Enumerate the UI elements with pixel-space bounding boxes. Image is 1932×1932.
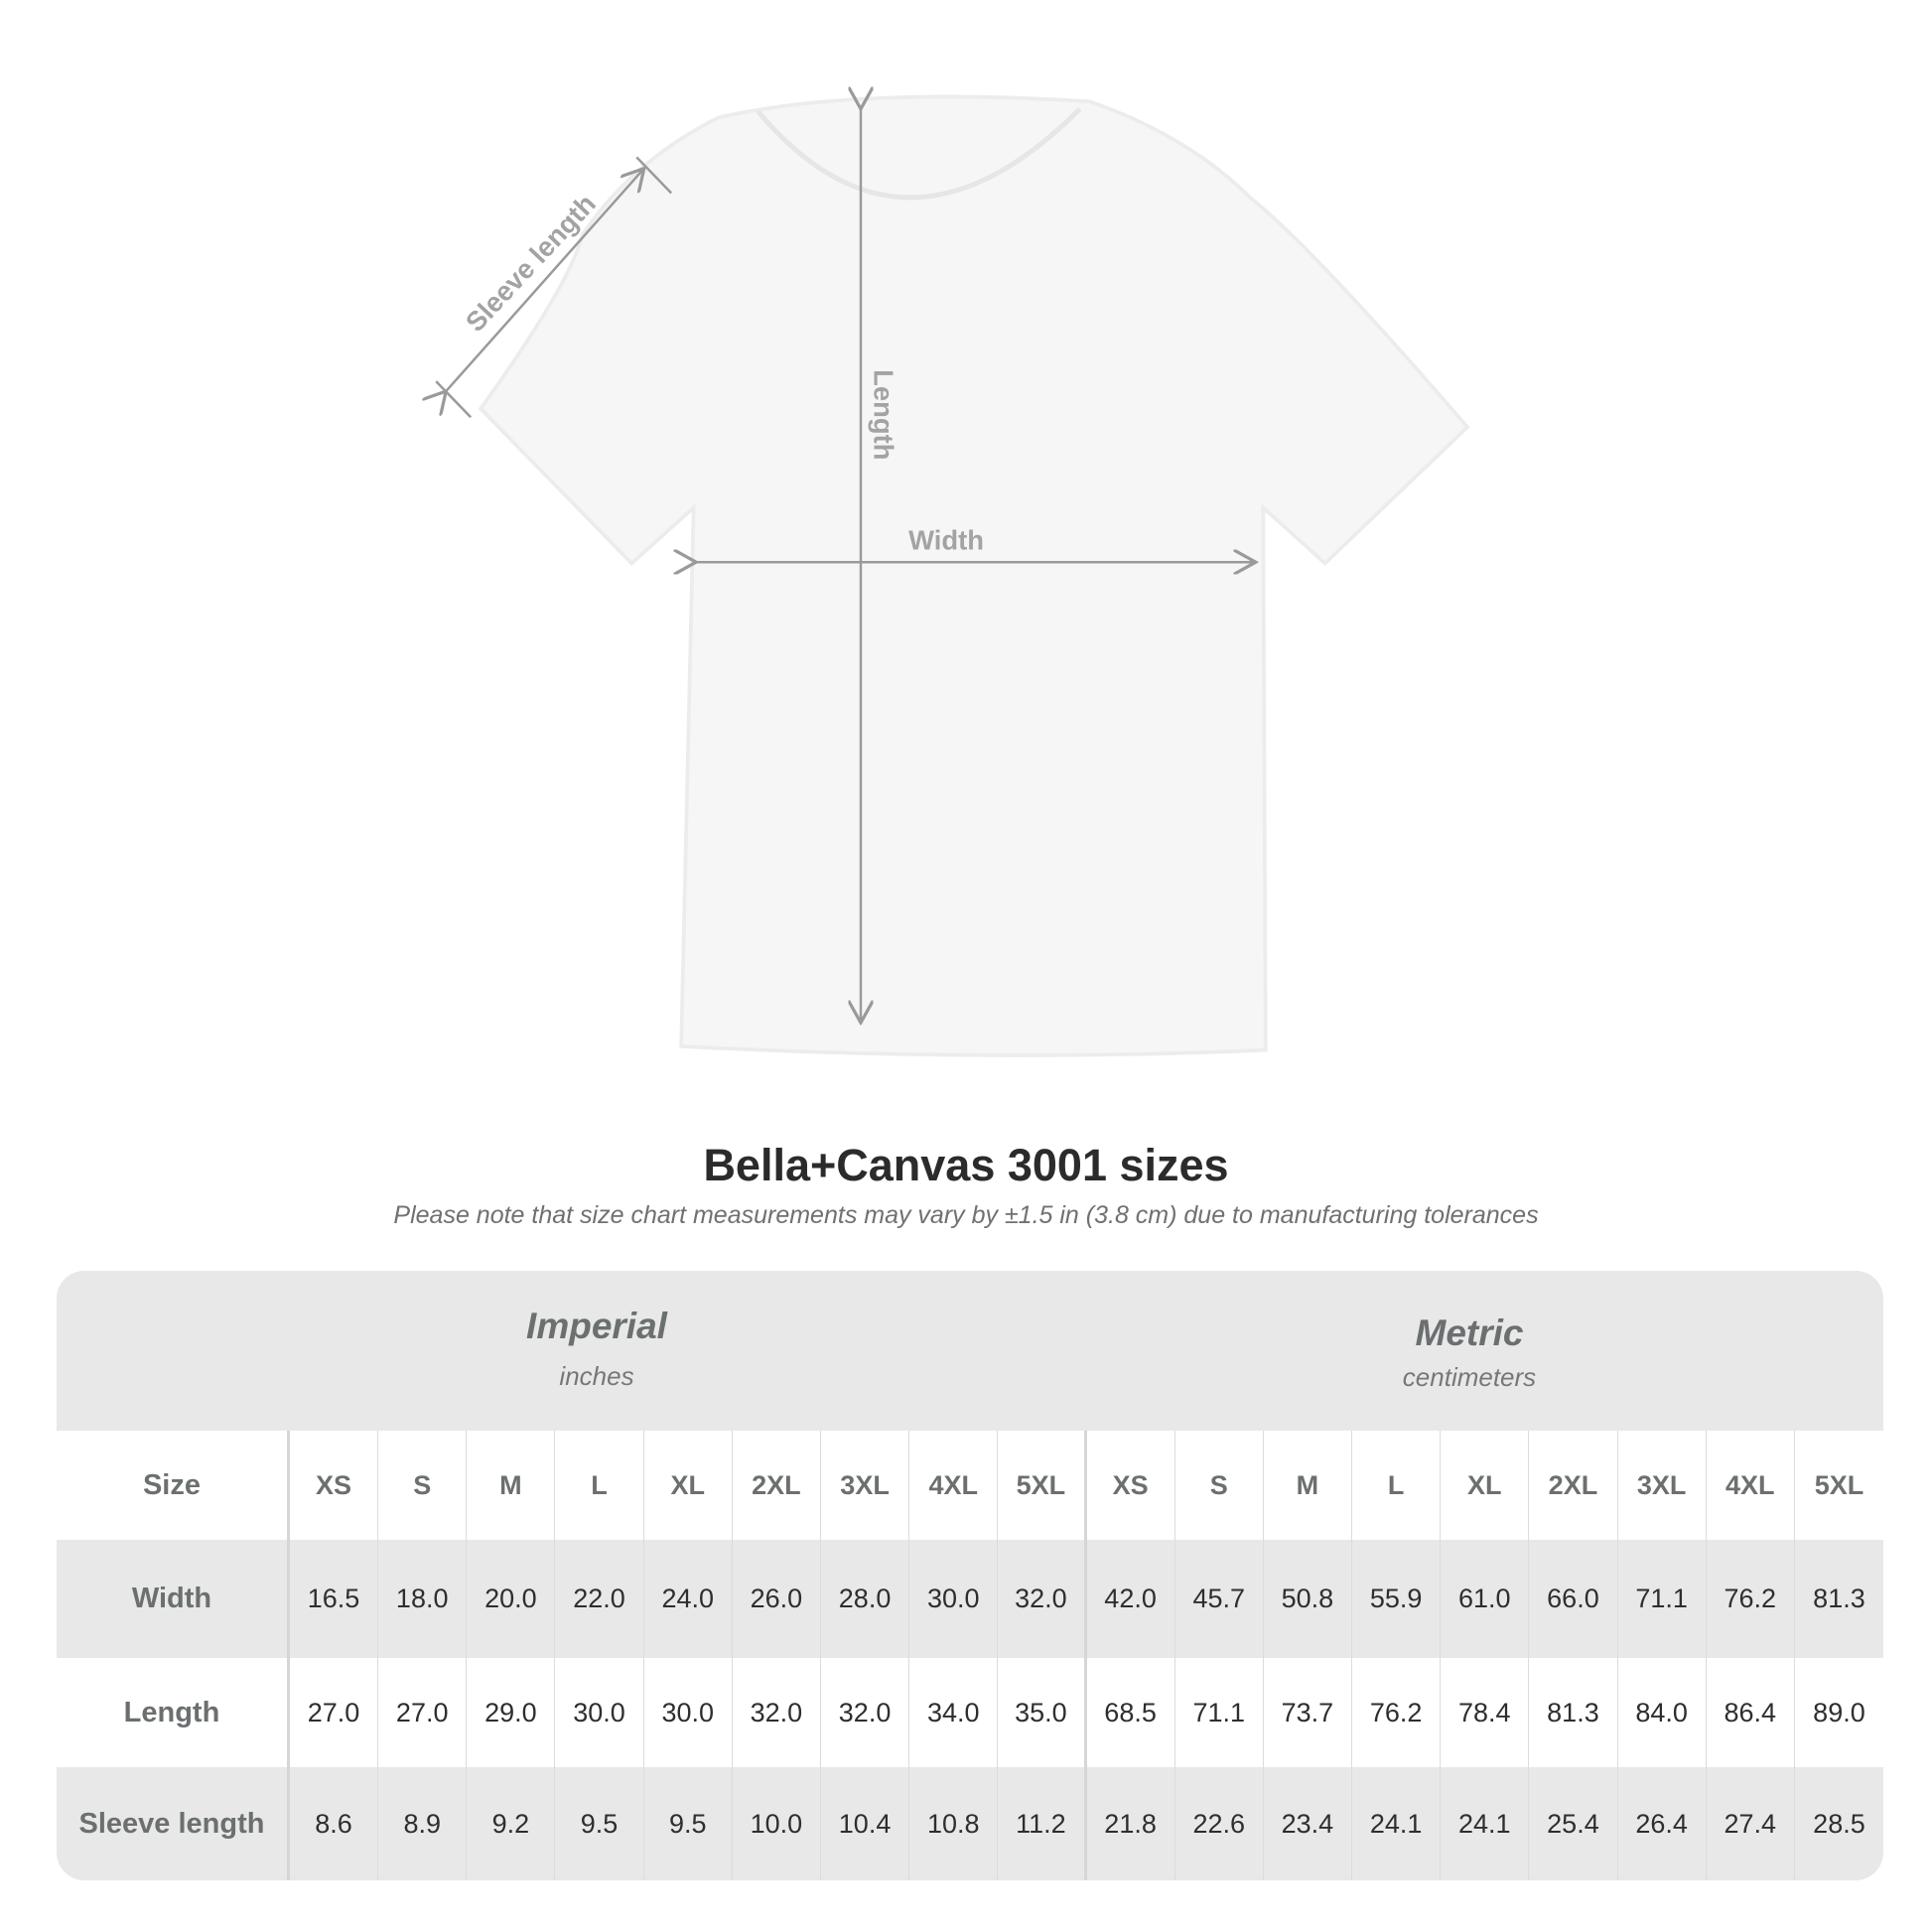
table-cell: 61.0 bbox=[1441, 1540, 1530, 1658]
table-cell: 27.0 bbox=[378, 1658, 468, 1767]
table-cell: 84.0 bbox=[1618, 1658, 1707, 1767]
table-cell: 11.2 bbox=[998, 1767, 1087, 1880]
imperial-title: Imperial bbox=[526, 1306, 667, 1346]
table-cell: 10.4 bbox=[821, 1767, 910, 1880]
table-cell: 68.5 bbox=[1087, 1658, 1175, 1767]
table-cell: 34.0 bbox=[909, 1658, 999, 1767]
length-label: Length bbox=[869, 369, 899, 460]
table-cell: 10.0 bbox=[733, 1767, 821, 1880]
table-cell: 10.8 bbox=[909, 1767, 999, 1880]
table-cell: 32.0 bbox=[998, 1540, 1087, 1658]
size-header-cell: 2XL bbox=[1529, 1431, 1618, 1540]
size-header-cell: XS bbox=[290, 1431, 379, 1540]
table-row-length: Length 27.0 27.0 29.0 30.0 30.0 32.0 32.0 34.0 35… bbox=[57, 1658, 1883, 1767]
metric-header: Metric centimeters bbox=[1172, 1271, 1767, 1393]
table-cell: 18.0 bbox=[378, 1540, 468, 1658]
size-header-cell: XS bbox=[1087, 1431, 1175, 1540]
size-row: Size XS S M L XL 2XL 3XL 4XL 5XL XS S M L XL 2XL 3XL 4XL… bbox=[57, 1431, 1883, 1540]
table-cell: 23.4 bbox=[1264, 1767, 1353, 1880]
header-band bbox=[57, 1271, 1883, 1431]
size-header-cell: XL bbox=[644, 1431, 733, 1540]
table-cell: 55.9 bbox=[1352, 1540, 1442, 1658]
row-label: Width bbox=[57, 1540, 290, 1658]
table-cell: 28.5 bbox=[1813, 1808, 1865, 1839]
table-cell: 8.9 bbox=[378, 1767, 468, 1880]
table-cell: 24.0 bbox=[644, 1540, 733, 1658]
imperial-unit: inches bbox=[559, 1361, 634, 1391]
table-cell: 28.0 bbox=[821, 1540, 910, 1658]
size-header-cell: XL bbox=[1441, 1431, 1530, 1540]
table-cell: 71.1 bbox=[1175, 1658, 1264, 1767]
table-cell: 89.0 bbox=[1813, 1697, 1865, 1727]
row-label: Sleeve length bbox=[57, 1767, 290, 1880]
table-cell: 71.1 bbox=[1618, 1540, 1707, 1658]
size-header-cell: 5XL bbox=[998, 1431, 1087, 1540]
table-cell: 30.0 bbox=[909, 1540, 999, 1658]
width-label: Width bbox=[908, 525, 984, 556]
sleeve-arrow bbox=[436, 156, 673, 419]
table-cell: 35.0 bbox=[998, 1658, 1087, 1767]
table-cell: 26.0 bbox=[733, 1540, 821, 1658]
tshirt-diagram: Sleeve length Length Width bbox=[0, 0, 1470, 1057]
table-cell: 73.7 bbox=[1264, 1658, 1353, 1767]
size-header-cell: 4XL bbox=[909, 1431, 999, 1540]
table-cell: 30.0 bbox=[644, 1658, 733, 1767]
table-cell: 32.0 bbox=[733, 1658, 821, 1767]
size-header-cell: L bbox=[1352, 1431, 1442, 1540]
size-header-cell: 5XL bbox=[1814, 1469, 1864, 1500]
row-label: Length bbox=[57, 1658, 290, 1767]
table-cell: 42.0 bbox=[1087, 1540, 1175, 1658]
size-header-cell: S bbox=[1175, 1431, 1264, 1540]
imperial-header: Imperial inches bbox=[299, 1271, 895, 1392]
table-cell: 16.5 bbox=[290, 1540, 379, 1658]
table-cell: 81.3 bbox=[1529, 1658, 1618, 1767]
table-cell: 78.4 bbox=[1441, 1658, 1530, 1767]
table-cell: 66.0 bbox=[1529, 1540, 1618, 1658]
table-cell: 27.0 bbox=[290, 1658, 379, 1767]
table-cell: 9.5 bbox=[555, 1767, 644, 1880]
table-cell: 25.4 bbox=[1529, 1767, 1618, 1880]
table-cell: 26.4 bbox=[1618, 1767, 1707, 1880]
table-cell: 32.0 bbox=[821, 1658, 910, 1767]
size-header-cell: 4XL bbox=[1707, 1431, 1795, 1540]
table-cell: 22.0 bbox=[555, 1540, 644, 1658]
table-cell: 45.7 bbox=[1175, 1540, 1264, 1658]
size-header-cell: 3XL bbox=[1618, 1431, 1707, 1540]
size-header-cell: M bbox=[1264, 1431, 1353, 1540]
row-band bbox=[57, 1540, 1883, 1658]
size-header-cell: L bbox=[555, 1431, 644, 1540]
size-header-label: Size bbox=[57, 1431, 290, 1540]
table-cell: 50.8 bbox=[1264, 1540, 1353, 1658]
table-row-sleeve-length: Sleeve length 8.6 8.9 9.2 9.5 9.5 10.0 10.4 10.8… bbox=[57, 1767, 1883, 1880]
tolerance-note: Please note that size chart measurements… bbox=[393, 1201, 1539, 1229]
metric-unit: centimeters bbox=[1402, 1362, 1537, 1392]
table-cell: 21.8 bbox=[1087, 1767, 1175, 1880]
table-cell: 30.0 bbox=[555, 1658, 644, 1767]
size-header-cell: 2XL bbox=[733, 1431, 821, 1540]
table-cell: 27.4 bbox=[1707, 1767, 1795, 1880]
table-cell: 76.2 bbox=[1352, 1658, 1442, 1767]
size-table: Imperial inches Metric centimeters Size … bbox=[57, 1271, 1883, 1880]
table-row-width: Width 16.5 18.0 20.0 22.0 24.0 26.0 28.0 30.0 32.… bbox=[57, 1540, 1883, 1658]
table-cell: 24.1 bbox=[1441, 1767, 1530, 1880]
size-header-cell: M bbox=[467, 1431, 556, 1540]
table-cell: 29.0 bbox=[467, 1658, 556, 1767]
row-band bbox=[57, 1767, 1883, 1880]
table-cell: 9.5 bbox=[644, 1767, 733, 1880]
table-cell: 76.2 bbox=[1707, 1540, 1795, 1658]
size-header-cell: S bbox=[378, 1431, 468, 1540]
metric-title: Metric bbox=[1415, 1312, 1524, 1353]
table-cell: 20.0 bbox=[467, 1540, 556, 1658]
size-header-cell: 3XL bbox=[821, 1431, 910, 1540]
table-cell: 8.6 bbox=[290, 1767, 379, 1880]
table-cell: 86.4 bbox=[1707, 1658, 1795, 1767]
table-cell: 22.6 bbox=[1175, 1767, 1264, 1880]
tshirt-shape bbox=[478, 94, 1470, 1057]
table-cell: 9.2 bbox=[467, 1767, 556, 1880]
table-cell: 81.3 bbox=[1813, 1584, 1865, 1613]
page-title: Bella+Canvas 3001 sizes bbox=[703, 1140, 1229, 1190]
table-cell: 24.1 bbox=[1352, 1767, 1442, 1880]
